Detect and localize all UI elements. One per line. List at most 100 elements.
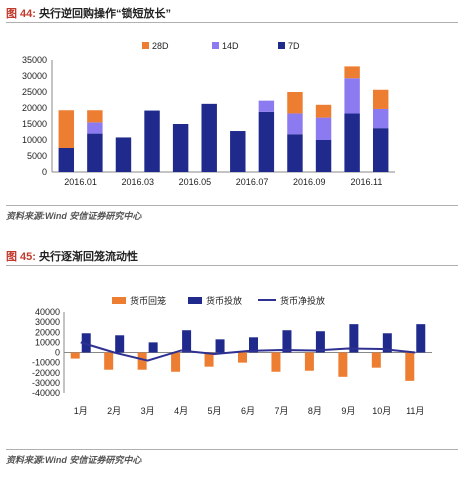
bar-14d [287,113,303,135]
x-tick-label: 8月 [308,406,322,416]
x-tick-label: 3月 [141,406,155,416]
bar-7d [87,133,103,172]
bar-14d [344,78,360,114]
bar-inject [315,331,325,353]
bar-withdraw [271,352,281,372]
legend-label-net: 货币净投放 [280,295,325,306]
bar-7d [372,128,389,172]
legend-swatch-withdraw [112,297,126,304]
bar-inject [148,342,158,353]
bar-inject [249,337,258,353]
bar-withdraw [204,352,214,367]
money-flow-chart: -40000-30000-20000-100000100002000030000… [32,295,432,416]
bar-inject [115,335,125,353]
legend-swatch-7d [278,42,285,49]
bar-28d [372,89,389,109]
y-tick-label: -20000 [32,368,60,378]
bar-14d [372,108,389,129]
x-tick-label: 5月 [208,406,222,416]
bar-7d [230,131,246,172]
x-tick-label: 2月 [107,406,121,416]
bar-withdraw [104,352,114,370]
figure-45-number: 图 45: [6,251,36,263]
bar-inject [416,324,426,353]
bar-28d [58,110,75,148]
bar-14d [258,100,275,112]
x-tick-label: 9月 [341,406,355,416]
bar-inject [382,333,392,353]
bar-7d [58,148,75,172]
bar-inject [282,330,292,353]
bar-7d [172,124,189,172]
bar-withdraw [238,352,247,363]
x-tick-label: 11月 [406,406,424,416]
y-tick-label: 15000 [22,119,47,129]
bar-14d [87,122,103,134]
figure-44-title: 图 44: 央行逆回购操作“锁短放长” [6,5,171,21]
bar-14d [315,117,332,140]
legend-label-7d: 7D [288,41,300,51]
bar-inject [349,324,359,353]
bar-withdraw [137,352,147,370]
figure-44-number: 图 44: [6,8,36,20]
y-tick-label: 30000 [35,317,60,327]
y-tick-label: 35000 [22,55,47,65]
legend-swatch-28d [142,42,149,49]
figure-44-top-rule [6,22,458,23]
bar-7d [344,113,360,172]
legend-swatch-14d [212,42,219,49]
bar-withdraw [171,352,181,372]
bar-inject [215,339,225,353]
bar-withdraw [371,352,381,368]
bar-7d [201,103,217,172]
legend-label-28d: 28D [152,41,169,51]
bar-7d [258,111,275,172]
bar-7d [144,110,160,172]
figure-45-source: 资料来源:Wind 安信证券研究中心 [6,455,142,465]
y-tick-label: 40000 [35,307,60,317]
y-tick-label: 30000 [22,71,47,81]
figure-45-top-rule [6,265,458,266]
x-tick-label: 7月 [274,406,288,416]
stacked-bar-chart: 0 5000 10000 15000 20000 25000 30000 35000 2016.… [22,41,395,187]
x-tick-label: 2016.11 [350,177,382,187]
figure-45-bottom-rule [6,449,458,450]
line-net-injection [80,341,416,362]
bar-withdraw [70,352,80,359]
y-tick-label: 20000 [22,103,47,113]
y-tick-label: 25000 [22,87,47,97]
x-tick-label: 1月 [74,406,88,416]
legend-label-14d: 14D [222,41,239,51]
x-tick-label: 2016.05 [179,177,212,187]
figure-44-caption: 央行逆回购操作“锁短放长” [39,8,172,20]
y-tick-label: -40000 [32,388,60,398]
bar-7d [287,134,303,172]
bar-withdraw [405,352,415,381]
x-tick-label: 6月 [241,406,255,416]
y-tick-label: 5000 [27,151,47,161]
bar-28d [315,104,332,118]
x-tick-label: 2016.09 [293,177,326,187]
bar-withdraw [338,352,348,377]
figure-45-caption: 央行逐渐回笼流动性 [39,251,139,263]
x-tick-label: 2016.03 [121,177,154,187]
bar-28d [87,110,103,123]
y-tick-label: -10000 [32,358,60,368]
bar-28d [287,92,303,114]
bar-7d [315,140,332,172]
bar-withdraw [304,352,314,371]
figure-44-source: 资料来源:Wind 安信证券研究中心 [6,211,142,221]
bar-inject [182,330,192,353]
y-tick-label: 0 [55,348,60,358]
bar-inject [81,333,91,353]
bar-7d [115,137,132,172]
figure-44-bottom-rule [6,205,458,206]
y-tick-label: 10000 [35,337,60,347]
x-tick-label: 2016.01 [64,177,97,187]
figure-45-title: 图 45: 央行逐渐回笼流动性 [6,248,138,264]
x-tick-label: 4月 [174,406,188,416]
x-tick-label: 2016.07 [236,177,269,187]
x-tick-label: 10月 [372,406,391,416]
y-tick-label: 10000 [22,135,47,145]
legend-swatch-inject [188,297,202,304]
